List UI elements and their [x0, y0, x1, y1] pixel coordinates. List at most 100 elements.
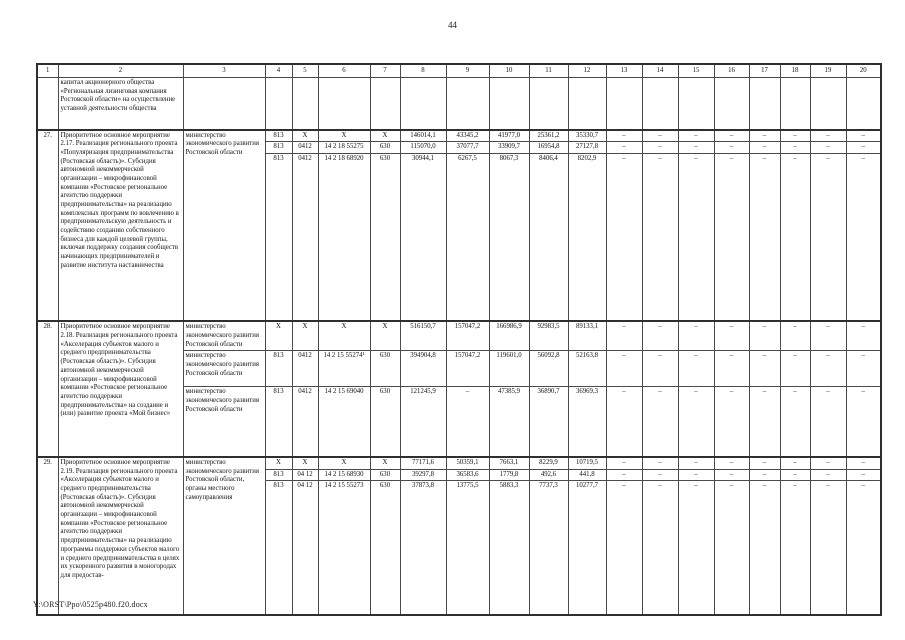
- activity-description-cell: Приоритетное основное мероприятие 2.17. …: [57, 128, 184, 322]
- value-cell: 10719,5: [567, 455, 607, 470]
- csr-code-cell: 14 2 15 55274¹: [317, 350, 371, 388]
- value-cell: –: [748, 455, 781, 470]
- rzpr-code-cell: X: [291, 128, 319, 143]
- value-cell: –: [641, 152, 679, 322]
- value-cell: –: [605, 468, 643, 482]
- value-cell: –: [605, 350, 643, 388]
- column-number: 12: [567, 63, 607, 78]
- value-cell: –: [845, 455, 882, 470]
- value-cell: –: [779, 386, 811, 458]
- value-cell: –: [809, 128, 847, 143]
- column-number: 5: [291, 63, 319, 78]
- value-cell: –: [845, 480, 882, 616]
- value-cell: –: [713, 480, 750, 616]
- grbs-code-cell: 813: [264, 468, 293, 482]
- value-cell: 166986,9: [488, 320, 530, 352]
- value-cell: 33909,7: [488, 141, 530, 154]
- csr-code-cell: 14 2 18 68920: [317, 152, 371, 322]
- vr-code-cell: 630: [369, 386, 401, 458]
- table-row: капитал акционерного общества «Региональ…: [36, 77, 882, 130]
- value-cell: –: [713, 455, 750, 470]
- value-cell: –: [713, 320, 750, 352]
- value-cell: –: [809, 386, 847, 458]
- grbs-code-cell: X: [264, 320, 293, 352]
- column-number: 15: [677, 63, 715, 78]
- value-cell: –: [641, 468, 679, 482]
- value-cell: 39297,8: [399, 468, 447, 482]
- value-cell: 56092,8: [528, 350, 569, 388]
- value-cell: 13775,5: [445, 480, 490, 616]
- value-cell: –: [779, 152, 811, 322]
- value-cell: 41977,0: [488, 128, 530, 143]
- rzpr-code-cell: X: [291, 455, 319, 470]
- value-cell: –: [677, 386, 715, 458]
- value-cell: –: [677, 480, 715, 616]
- page-number: 44: [448, 20, 457, 30]
- value-cell: –: [677, 128, 715, 143]
- row-number-cell: 28.: [36, 320, 59, 458]
- value-cell: –: [779, 468, 811, 482]
- value-cell: –: [779, 455, 811, 470]
- table-row: министерство экономического развития Рос…: [37, 386, 882, 458]
- value-cell: 8229,9: [528, 455, 569, 470]
- csr-code-cell: 14 2 15 69040: [317, 386, 371, 458]
- value-cell: –: [641, 128, 679, 143]
- value-cell: 119601,0: [488, 350, 530, 388]
- value-cell: 30944,1: [399, 152, 447, 322]
- value-cell: –: [713, 128, 750, 143]
- vr-code-cell: X: [369, 128, 401, 143]
- rzpr-code-cell: 0412: [291, 350, 319, 388]
- value-cell: 10277,7: [567, 480, 607, 616]
- csr-code-cell: X: [317, 320, 371, 352]
- value-cell: –: [605, 128, 643, 143]
- table-row: 813 0412 14 2 18 68920 630 30944,1 6267,…: [37, 152, 882, 322]
- value-cell: –: [748, 320, 781, 352]
- column-number: 13: [605, 63, 643, 78]
- table-row: 1 2 3 4 5 6 7 8 9 10 11 12 13 14 15 16 1…: [36, 63, 882, 78]
- value-cell: 25361,2: [528, 128, 569, 143]
- value-cell: –: [845, 350, 882, 388]
- value-cell: 516150,7: [399, 320, 447, 352]
- value-cell: 157047,2: [445, 350, 490, 388]
- value-cell: –: [809, 152, 847, 322]
- csr-code-cell: 14 2 15 68930: [317, 468, 371, 482]
- budget-table: 1 2 3 4 5 6 7 8 9 10 11 12 13 14 15 16 1…: [36, 63, 882, 616]
- activity-description-cell: капитал акционерного общества «Региональ…: [57, 77, 184, 130]
- column-number: 14: [641, 63, 679, 78]
- value-cell: 146014,1: [399, 128, 447, 143]
- row-number-cell: 27.: [36, 128, 59, 322]
- grbs-code-cell: 813: [264, 141, 293, 154]
- column-number: 6: [317, 63, 371, 78]
- value-cell: –: [605, 320, 643, 352]
- vr-code-cell: 630: [369, 141, 401, 154]
- value-cell: –: [677, 141, 715, 154]
- value-cell: –: [809, 350, 847, 388]
- value-cell: –: [641, 480, 679, 616]
- column-number: 9: [445, 63, 490, 78]
- row-number-cell: 29.: [36, 455, 59, 616]
- value-cell: –: [713, 350, 750, 388]
- value-cell: 6267,5: [445, 152, 490, 322]
- value-cell: 27127,8: [567, 141, 607, 154]
- value-cell: 35330,7: [567, 128, 607, 143]
- value-cell: 1779,8: [488, 468, 530, 482]
- executor-cell: [182, 77, 266, 130]
- value-cell: –: [809, 480, 847, 616]
- value-cell: 16954,8: [528, 141, 569, 154]
- value-cell: 7737,3: [528, 480, 569, 616]
- value-cell: –: [641, 320, 679, 352]
- value-cell: –: [748, 468, 781, 482]
- value-cell: –: [713, 468, 750, 482]
- value-cell: 43345,2: [445, 128, 490, 143]
- column-number: 17: [748, 63, 781, 78]
- value-cell: –: [677, 468, 715, 482]
- value-cell: –: [605, 386, 643, 458]
- value-cell: –: [641, 141, 679, 154]
- value-cell: –: [605, 480, 643, 616]
- value-cell: –: [845, 128, 882, 143]
- value-cell: 92983,5: [528, 320, 569, 352]
- column-number: 20: [845, 63, 882, 78]
- value-cell: –: [748, 128, 781, 143]
- executor-cell: министерство экономического развития Рос…: [182, 128, 266, 322]
